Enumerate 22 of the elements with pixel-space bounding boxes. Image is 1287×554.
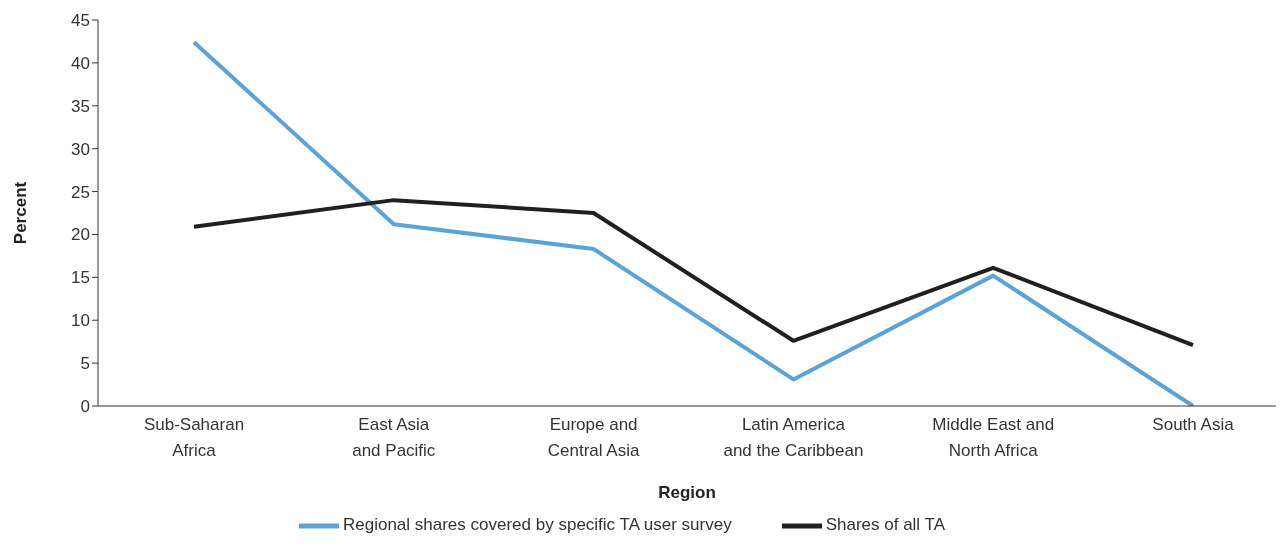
line-series [192, 40, 1195, 406]
y-tick-label: 5 [80, 354, 90, 374]
y-axis-title: Percent [11, 181, 31, 245]
y-tick-label: 10 [71, 311, 90, 331]
x-axis-title: Region [658, 483, 716, 502]
x-tick-label: South Asia [1152, 415, 1235, 434]
legend-label: Shares of all TA [825, 515, 946, 535]
y-tick-label: 25 [71, 182, 90, 202]
y-tick-label: 20 [71, 225, 90, 245]
y-tick-label: 30 [71, 139, 90, 159]
y-tick-label: 45 [71, 11, 90, 31]
x-tick-label: Middle East and North Africa [932, 415, 1055, 460]
y-tick-label: 40 [71, 53, 90, 73]
line-series [192, 198, 1195, 348]
y-tick-label: 15 [71, 268, 90, 288]
x-tick-label: Europe and Central Asia [547, 415, 640, 460]
x-tick-label: Sub-Saharan Africa [143, 415, 245, 460]
legend-label: Regional shares covered by specific TA user survey [342, 515, 732, 535]
x-tick-label: East Asia and Pacific [352, 415, 436, 460]
y-tick-label: 35 [71, 96, 90, 116]
y-tick-label: 0 [80, 397, 90, 417]
x-tick-label: Latin America and the Caribbean [723, 415, 864, 460]
